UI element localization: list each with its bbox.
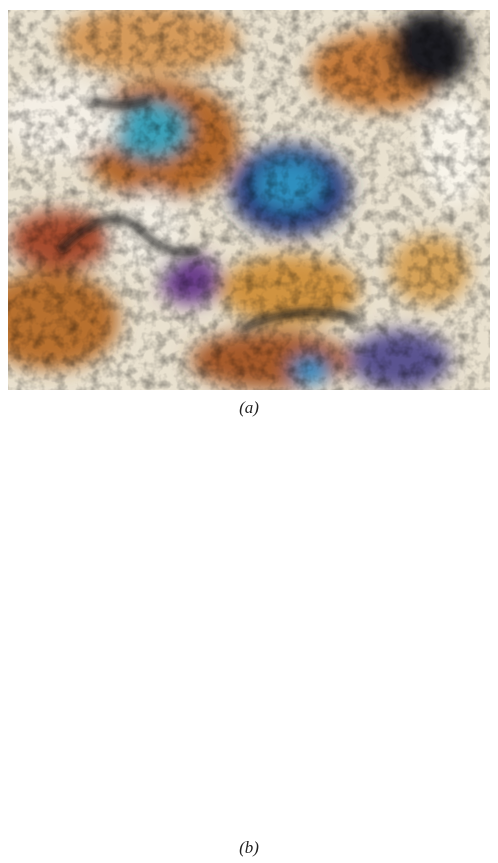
figure [0,0,498,863]
page: (a) (b) (() => { const data = JSON.parse… [0,0,498,863]
caption-b: (b) [0,838,498,858]
caption-a: (a) [0,398,498,418]
micrograph-a [0,5,490,390]
